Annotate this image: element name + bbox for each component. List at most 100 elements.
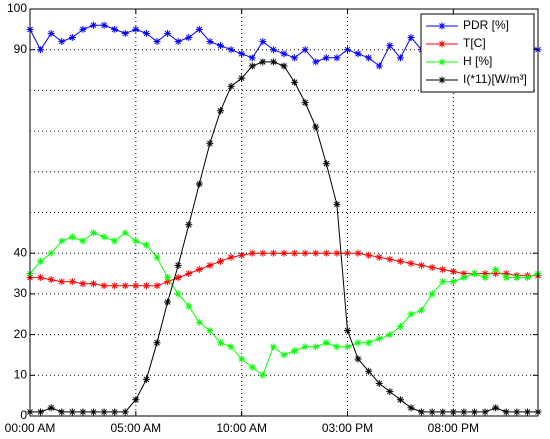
data-point	[100, 282, 108, 290]
data-point	[492, 265, 500, 273]
legend-box	[420, 13, 535, 93]
data-point	[238, 50, 246, 58]
data-point	[206, 139, 214, 147]
data-point	[47, 276, 55, 284]
y-tick-label: 40	[14, 245, 28, 259]
data-point	[375, 253, 383, 261]
data-point	[344, 249, 351, 257]
data-point	[513, 274, 521, 282]
data-point	[396, 396, 404, 404]
x-tick-label: 10:00 AM	[216, 421, 267, 435]
data-point	[418, 408, 426, 416]
data-point	[269, 46, 277, 54]
series-1	[26, 249, 542, 290]
data-point	[269, 343, 277, 351]
legend-label: T[C]	[463, 36, 486, 50]
data-point	[79, 408, 87, 416]
data-point	[132, 396, 140, 404]
y-tick-label: 0	[20, 408, 27, 422]
data-point	[502, 408, 510, 416]
data-point	[79, 237, 87, 245]
data-point	[365, 54, 373, 62]
data-point	[79, 25, 87, 33]
data-point	[375, 62, 383, 70]
data-point	[354, 339, 362, 347]
data-point	[322, 160, 330, 168]
data-point	[227, 82, 235, 90]
data-point	[58, 278, 66, 286]
data-point	[333, 200, 341, 208]
data-point	[344, 343, 351, 351]
data-point	[90, 229, 97, 237]
data-point	[248, 249, 256, 257]
data-point	[449, 278, 457, 286]
data-point	[164, 274, 172, 282]
legend-label: H [%]	[463, 54, 492, 68]
legend-label: I(*11)[W/m³]	[463, 72, 527, 86]
data-point	[428, 408, 436, 416]
y-axis-ticks: 0 10 20 30 40 90 100	[7, 1, 538, 422]
data-point	[164, 29, 172, 37]
data-point	[280, 351, 288, 359]
data-point	[185, 33, 193, 41]
x-axis-ticks: 00:00 AM 05:00 AM 10:00 AM 03:00 PM 08:00 PM	[5, 9, 479, 435]
data-point	[280, 249, 288, 257]
data-point	[301, 249, 309, 257]
data-point	[344, 46, 351, 54]
data-point	[90, 408, 97, 416]
legend-item: T[C]	[426, 36, 486, 50]
data-point	[217, 257, 224, 265]
data-point	[153, 282, 161, 290]
data-point	[111, 237, 119, 245]
data-point	[344, 327, 351, 335]
data-point	[407, 310, 415, 318]
data-point	[47, 29, 55, 37]
data-point	[333, 54, 341, 62]
data-point	[375, 379, 383, 387]
legend: PDR [%] T[C] H [%] I(*11)[W/m³]	[420, 13, 535, 93]
data-point	[142, 241, 150, 249]
data-point	[132, 237, 140, 245]
data-point	[322, 249, 330, 257]
data-point	[301, 99, 309, 107]
data-point	[100, 408, 108, 416]
data-point	[365, 251, 373, 259]
data-point	[58, 38, 66, 46]
data-point	[471, 270, 478, 278]
data-point	[185, 221, 193, 229]
data-point	[375, 335, 383, 343]
data-point	[396, 54, 404, 62]
data-point	[206, 38, 214, 46]
data-point	[386, 255, 394, 263]
data-point	[407, 259, 415, 267]
data-point	[354, 249, 362, 257]
data-point	[248, 54, 256, 62]
data-point	[259, 38, 267, 46]
legend-item: PDR [%]	[426, 18, 509, 32]
data-point	[142, 282, 150, 290]
data-point	[142, 29, 150, 37]
data-point	[439, 408, 447, 416]
data-point	[365, 367, 373, 375]
data-point	[227, 253, 235, 261]
data-point	[217, 339, 224, 347]
data-point	[513, 408, 521, 416]
data-point	[439, 278, 447, 286]
data-point	[37, 408, 45, 416]
data-point	[164, 298, 172, 306]
data-point	[269, 58, 277, 66]
data-point	[217, 107, 224, 115]
data-point	[418, 261, 426, 269]
data-point	[185, 302, 193, 310]
data-point	[248, 363, 256, 371]
data-point	[121, 282, 129, 290]
data-point	[322, 54, 330, 62]
data-point	[354, 50, 362, 58]
data-point	[259, 249, 267, 257]
series-2	[26, 229, 542, 379]
data-point	[460, 274, 468, 282]
data-point	[407, 33, 415, 41]
data-point	[492, 404, 500, 412]
data-point	[365, 339, 373, 347]
grid-lines	[30, 9, 538, 416]
